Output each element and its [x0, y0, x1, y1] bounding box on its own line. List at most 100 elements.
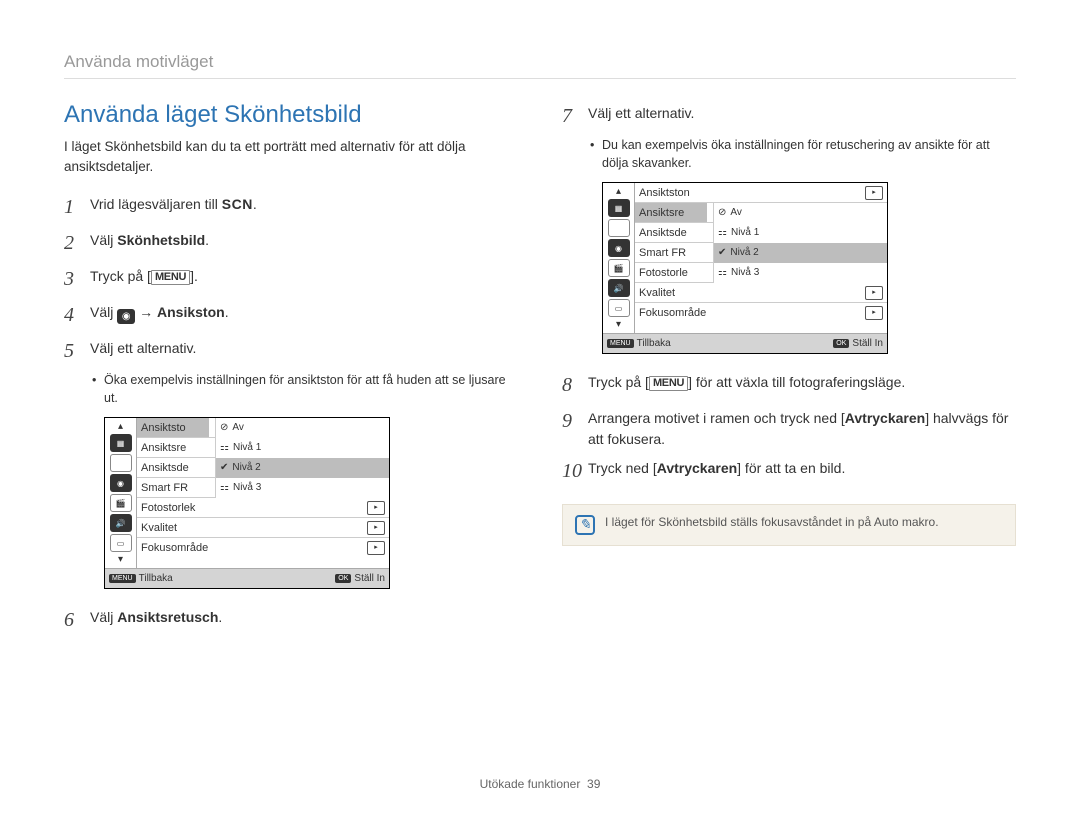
- back-button[interactable]: MENUTillbaka: [607, 338, 671, 349]
- down-arrow-icon: ▾: [118, 554, 123, 565]
- menu-row-label: Fokusområde: [141, 542, 361, 554]
- ok-chip-icon: OK: [335, 574, 351, 583]
- scene-icon: ▦: [608, 199, 630, 217]
- page: Använda motivläget Använda läget Skönhet…: [0, 0, 1080, 665]
- chevron-right-icon: ▸: [865, 186, 883, 200]
- two-column-layout: Använda läget Skönhetsbild I läget Skönh…: [64, 101, 1016, 641]
- menu-row-label: Fotostorlek: [141, 502, 361, 514]
- section-title: Använda läget Skönhetsbild: [64, 101, 518, 129]
- step-number: 6: [64, 605, 90, 635]
- menu-row-label: Kvalitet: [141, 522, 361, 534]
- camera-menu-panel-right: ▴ ▦ ◉ 🎬 🔊 ▭ ▾ Ansiktston▸Ansiktsre⊘AvAns…: [602, 182, 888, 354]
- step-text: Tryck på [MENU] för att växla till fotog…: [588, 370, 1016, 393]
- step-1: 1 Vrid lägesväljaren till SCN.: [64, 192, 518, 222]
- level-icon: ⚏: [220, 442, 229, 453]
- step-number: 9: [562, 406, 588, 436]
- menu-row-label: Fotostorle: [639, 267, 703, 279]
- menu-sub-option[interactable]: ⚏Nivå 3: [713, 263, 887, 283]
- step-text: Arrangera motivet i ramen och tryck ned …: [588, 406, 1016, 450]
- sub-option-label: Nivå 3: [233, 482, 261, 493]
- menu-row[interactable]: Fokusområde▸: [635, 303, 887, 323]
- note-callout: ✎ I läget för Skönhetsbild ställs fokusa…: [562, 504, 1016, 546]
- blank-icon: [110, 454, 132, 472]
- menu-button-icon: MENU: [151, 270, 190, 285]
- menu-row-label: Ansiktsto: [141, 422, 205, 434]
- level-icon: ⚏: [220, 482, 229, 493]
- sub-option-label: Nivå 2: [232, 462, 260, 473]
- step-8: 8 Tryck på [MENU] för att växla till fot…: [562, 370, 1016, 400]
- scene-icon: ▦: [110, 434, 132, 452]
- steps-right-cont: 8 Tryck på [MENU] för att växla till fot…: [562, 370, 1016, 486]
- back-button[interactable]: MENUTillbaka: [109, 573, 173, 584]
- set-button[interactable]: OKStäll In: [833, 338, 883, 349]
- menu-row[interactable]: Kvalitet ▸: [137, 518, 389, 538]
- menu-sub-option[interactable]: ⊘Av: [713, 203, 887, 223]
- camera-mode-icon: ◉: [608, 239, 630, 257]
- chevron-right-icon: ▸: [367, 501, 385, 515]
- check-icon: ✔: [220, 462, 228, 473]
- menu-row[interactable]: Fokusområde ▸: [137, 538, 389, 558]
- step-5-sub: Öka exempelvis inställningen för ansikts…: [104, 372, 518, 407]
- sub-option-label: Nivå 1: [731, 227, 759, 238]
- menu-sub-option[interactable]: ✔ Nivå 2: [215, 458, 389, 478]
- menu-sub-option[interactable]: ⚏Nivå 1: [215, 438, 389, 458]
- menu-row[interactable]: Kvalitet▸: [635, 283, 887, 303]
- check-icon: ✔: [718, 247, 726, 258]
- menu-row[interactable]: Fotostorle ⚏Nivå 3: [635, 263, 887, 283]
- menu-chip-icon: MENU: [109, 574, 136, 583]
- set-button[interactable]: OKStäll In: [335, 573, 385, 584]
- sound-icon: 🔊: [110, 514, 132, 532]
- step-text: Vrid lägesväljaren till SCN.: [90, 192, 518, 215]
- step-7-sub: Du kan exempelvis öka inställningen för …: [602, 137, 1016, 172]
- ok-chip-icon: OK: [833, 339, 849, 348]
- menu-row[interactable]: Smart FR✔Nivå 2: [635, 243, 887, 263]
- display-icon: ▭: [608, 299, 630, 317]
- video-icon: 🎬: [608, 259, 630, 277]
- menu-sub-option[interactable]: ⚏ Nivå 1: [713, 223, 887, 243]
- step-6: 6 Välj Ansiktsretusch.: [64, 605, 518, 635]
- menu-button-icon: MENU: [649, 376, 688, 391]
- menu-row[interactable]: Smart FR ⚏ Nivå 3: [137, 478, 389, 498]
- menu-row-label: Ansiktsre: [639, 207, 703, 219]
- menu-row[interactable]: Ansiktston▸: [635, 183, 887, 203]
- step-5: 5 Välj ett alternativ.: [64, 336, 518, 366]
- chevron-right-icon: ▸: [367, 541, 385, 555]
- camera-icon: ◉: [117, 309, 135, 324]
- steps-right: 7 Välj ett alternativ.: [562, 101, 1016, 131]
- step-4: 4 Välj ◉ → Ansikston.: [64, 300, 518, 330]
- step-number: 3: [64, 264, 90, 294]
- step-number: 5: [64, 336, 90, 366]
- down-arrow-icon: ▾: [616, 319, 621, 330]
- menu-row[interactable]: Ansiktsde⚏Nivå 1: [635, 223, 887, 243]
- lcd-sidebar: ▴ ▦ ◉ 🎬 🔊 ▭ ▾: [105, 418, 137, 568]
- menu-sub-option[interactable]: ✔ Nivå 2: [713, 243, 887, 263]
- menu-sub-option[interactable]: ⊘Av: [215, 418, 389, 438]
- menu-row[interactable]: Ansiktsto ⊘Av: [137, 418, 389, 438]
- step-text: Välj ◉ → Ansikston.: [90, 300, 518, 324]
- step-number: 4: [64, 300, 90, 330]
- intro-text: I läget Skönhetsbild kan du ta ett portr…: [64, 137, 518, 176]
- menu-row[interactable]: Ansiktsde✔Nivå 2: [137, 458, 389, 478]
- menu-sub-option[interactable]: ⚏ Nivå 3: [215, 478, 389, 498]
- level-icon: ⚏: [718, 227, 727, 238]
- sub-option-label: Nivå 3: [731, 267, 759, 278]
- left-column: Använda läget Skönhetsbild I läget Skönh…: [64, 101, 518, 641]
- chevron-right-icon: ▸: [367, 521, 385, 535]
- menu-row-label: Smart FR: [141, 482, 205, 494]
- video-icon: 🎬: [110, 494, 132, 512]
- sub-option-label: Nivå 2: [730, 247, 758, 258]
- step-3: 3 Tryck på [MENU].: [64, 264, 518, 294]
- step-number: 1: [64, 192, 90, 222]
- menu-row-label: Kvalitet: [639, 287, 859, 299]
- menu-row[interactable]: Ansiktsre ⚏Nivå 1: [137, 438, 389, 458]
- step-number: 7: [562, 101, 588, 131]
- menu-row-label: Ansiktsre: [141, 442, 205, 454]
- camera-mode-icon: ◉: [110, 474, 132, 492]
- breadcrumb: Använda motivläget: [64, 52, 1016, 79]
- lcd-footer: MENUTillbaka OKStäll In: [603, 333, 887, 353]
- menu-row[interactable]: Ansiktsre ⊘Av: [635, 203, 887, 223]
- steps-left-cont: 6 Välj Ansiktsretusch.: [64, 605, 518, 635]
- menu-row[interactable]: Fotostorlek ▸: [137, 498, 389, 518]
- level-icon: ⊘: [718, 207, 726, 218]
- lcd-footer: MENUTillbaka OKStäll In: [105, 568, 389, 588]
